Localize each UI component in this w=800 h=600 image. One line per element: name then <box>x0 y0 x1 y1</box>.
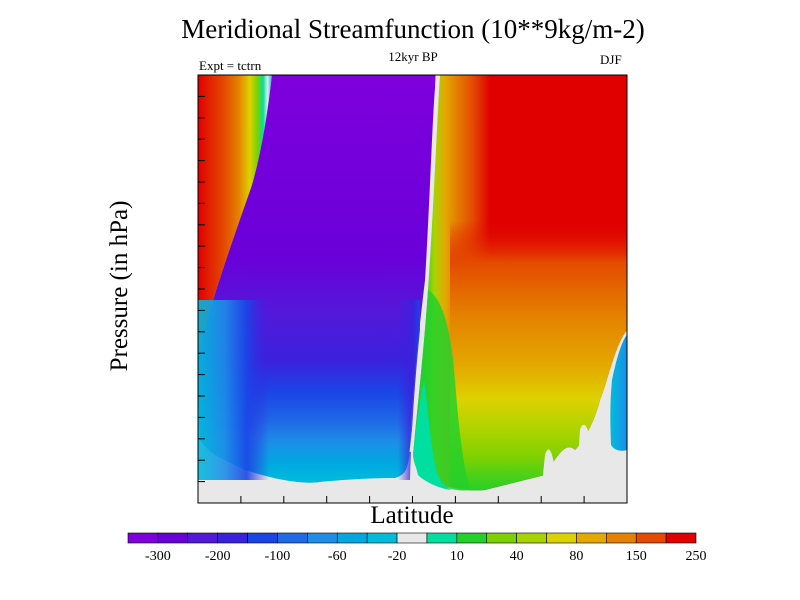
colorbar-swatch <box>247 532 278 544</box>
experiment-label: Expt = tctrn <box>199 58 262 73</box>
colorbar-tick-label: -100 <box>265 549 291 564</box>
negative-cell-right-edge <box>610 335 627 451</box>
season-label: DJF <box>600 52 622 67</box>
positive-cell-shading <box>450 75 627 491</box>
colorbar-swatch <box>127 532 159 544</box>
chart-subtitle: 12kyr BP <box>388 49 438 64</box>
colorbar-swatch <box>635 532 667 544</box>
colorbar-tick-label: 250 <box>686 549 707 564</box>
colorbar <box>127 532 697 544</box>
colorbar-swatch <box>576 532 607 544</box>
colorbar-swatch <box>157 532 189 544</box>
x-ticks <box>197 496 628 503</box>
chart-title: Meridional Streamfunction (10**9kg/m-2) <box>181 14 645 44</box>
colorbar-swatch <box>546 532 577 544</box>
colorbar-swatch <box>217 532 248 544</box>
colorbar-swatch <box>187 532 218 544</box>
colorbar-swatch <box>366 532 398 544</box>
colorbar-swatch <box>396 532 428 544</box>
contour-field <box>198 75 627 503</box>
positive-cell-teal-edge <box>413 380 452 490</box>
colorbar-tick-label: -300 <box>145 549 171 564</box>
colorbar-tick-labels: -300 -200 -100 -60 -20 10 40 80 150 250 <box>145 549 706 564</box>
colorbar-swatch <box>606 532 637 544</box>
colorbar-swatch <box>336 532 368 544</box>
colorbar-swatch <box>665 532 697 544</box>
colorbar-swatch <box>456 532 488 544</box>
colorbar-tick-label: 80 <box>569 549 583 564</box>
positive-cell-left <box>198 75 272 355</box>
colorbar-swatch <box>426 532 458 544</box>
colorbar-swatch <box>516 532 547 544</box>
colorbar-swatch <box>277 532 308 544</box>
colorbar-tick-label: 40 <box>510 549 524 564</box>
colorbar-tick-label: 150 <box>626 549 647 564</box>
x-axis-label: Latitude <box>370 502 454 529</box>
negative-cell-shading <box>198 300 420 480</box>
colorbar-swatch <box>307 532 338 544</box>
colorbar-swatch <box>486 532 517 544</box>
colorbar-tick-label: -60 <box>328 549 347 564</box>
colorbar-tick-label: 10 <box>450 549 464 564</box>
colorbar-tick-label: -20 <box>388 549 407 564</box>
y-ticks <box>198 74 205 504</box>
terrain-cutouts <box>540 394 618 503</box>
colorbar-tick-label: -200 <box>205 549 231 564</box>
